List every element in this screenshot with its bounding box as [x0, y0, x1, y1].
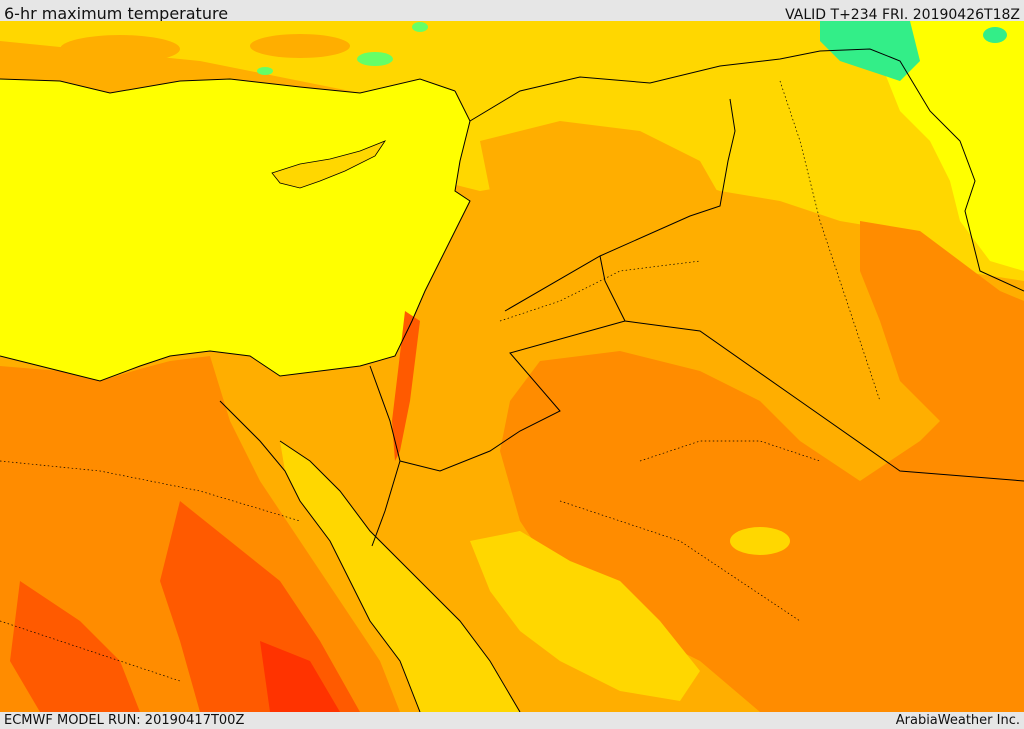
country-borders [0, 48, 1024, 712]
orange-patch-turkey-1 [60, 35, 180, 63]
map-canvas [0, 21, 1024, 712]
header-bar: 6-hr maximum temperature VALID T+234 FRI… [0, 0, 1024, 23]
green-patch-north-3 [257, 67, 273, 75]
cyprus-island [271, 140, 387, 189]
province-borders [0, 80, 881, 682]
green-patch-east [983, 27, 1007, 43]
hottest-red-region [260, 641, 340, 712]
temperature-map [0, 21, 1024, 712]
map-title: 6-hr maximum temperature [4, 4, 229, 23]
hejaz-yellow-region [470, 531, 700, 701]
credit-label: ArabiaWeather Inc. [895, 713, 1020, 728]
orange-patch-turkey-2 [250, 34, 350, 58]
green-patch-northeast [820, 21, 920, 81]
northeast-yellow-region [880, 21, 1024, 271]
yellow-patch-saudi [730, 527, 790, 555]
jordan-rift-red [392, 311, 420, 461]
iran-deep-orange-region [860, 221, 1024, 441]
red-sea [280, 441, 520, 712]
upper-egypt-red-region [160, 501, 360, 712]
mediterranean-sea [0, 79, 470, 381]
model-run-label: ECMWF MODEL RUN: 20190417T00Z [4, 713, 245, 728]
footer-bar: ECMWF MODEL RUN: 20190417T00Z ArabiaWeat… [0, 712, 1024, 729]
green-patch-north-1 [357, 52, 393, 66]
nile-red-strip [10, 581, 140, 712]
green-patch-north-2 [412, 22, 428, 32]
orange-patch-syria [480, 121, 720, 236]
valid-time: VALID T+234 FRI. 20190426T18Z [785, 7, 1020, 23]
